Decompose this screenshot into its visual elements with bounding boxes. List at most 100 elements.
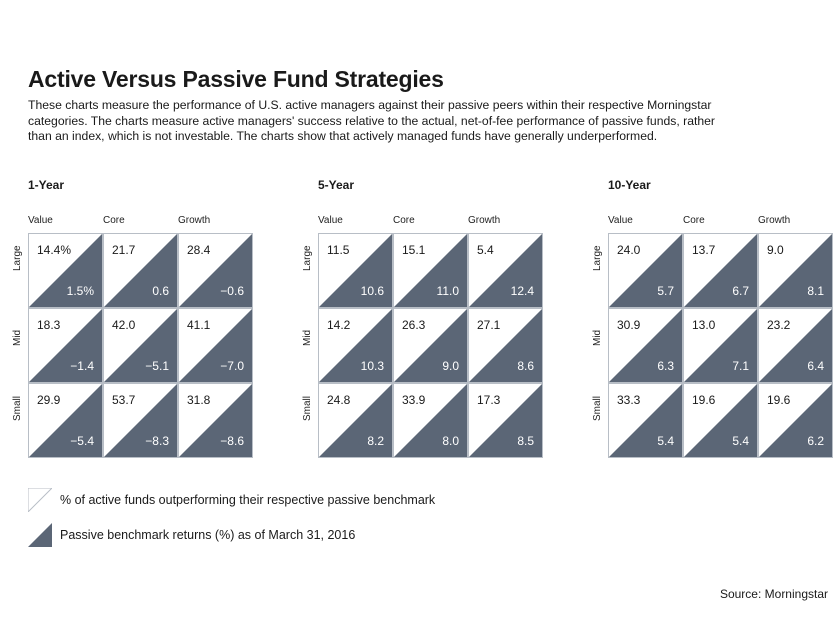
column-label: Core — [683, 215, 705, 226]
cell-border — [178, 383, 253, 458]
benchmark-return-label: 0.6 — [152, 284, 169, 298]
benchmark-triangle — [468, 308, 543, 383]
benchmark-return-label: −5.4 — [70, 434, 94, 448]
cell-triangles — [103, 308, 178, 383]
cell-border — [468, 233, 543, 308]
heatmap-cell: 26.3 9.0 — [393, 308, 468, 383]
benchmark-return-label: −1.4 — [70, 359, 94, 373]
cell-triangles — [178, 308, 253, 383]
cell-border — [103, 233, 178, 308]
row-label: Small — [12, 395, 23, 421]
pct-outperforming-label: 5.4 — [477, 243, 494, 257]
heatmap-cell: 24.0 5.7 — [608, 233, 683, 308]
benchmark-return-label: −7.0 — [220, 359, 244, 373]
panel-title: 1-Year — [28, 178, 65, 192]
benchmark-triangle — [468, 233, 543, 308]
row-label: Large — [302, 245, 313, 271]
row-label: Large — [592, 245, 603, 271]
pct-outperforming-label: 33.3 — [617, 393, 641, 407]
pct-outperforming-label: 13.0 — [692, 318, 716, 332]
benchmark-triangle — [758, 233, 833, 308]
cell-triangles — [468, 308, 543, 383]
heatmap-cell: 33.9 8.0 — [393, 383, 468, 458]
benchmark-triangle — [318, 308, 393, 383]
heatmap-grid: 24.0 5.7 13.7 6.7 9.0 8.1 30.9 6.3 13.0 7.1 23.2 6.… — [608, 233, 833, 458]
cell-triangles — [468, 383, 543, 458]
benchmark-triangle — [178, 308, 253, 383]
chart-title: Active Versus Passive Fund Strategies — [28, 66, 444, 92]
cell-border — [393, 383, 468, 458]
heatmap-cell: 18.3 −1.4 — [28, 308, 103, 383]
benchmark-return-label: 6.7 — [732, 284, 749, 298]
pct-outperforming-label: 24.0 — [617, 243, 641, 257]
benchmark-triangle — [28, 383, 103, 458]
benchmark-return-label: 5.4 — [657, 434, 674, 448]
heatmap-cell: 13.7 6.7 — [683, 233, 758, 308]
cell-triangles — [28, 233, 103, 308]
cell-triangles — [393, 383, 468, 458]
benchmark-return-label: 1.5% — [66, 284, 94, 298]
cell-triangles — [318, 233, 393, 308]
heatmap-cell: 9.0 8.1 — [758, 233, 833, 308]
column-label: Value — [318, 215, 343, 226]
column-label: Value — [28, 215, 53, 226]
heatmap-cell: 31.8 −8.6 — [178, 383, 253, 458]
cell-triangles — [28, 308, 103, 383]
pct-outperforming-label: 19.6 — [692, 393, 716, 407]
benchmark-triangle — [28, 308, 103, 383]
benchmark-triangle — [608, 308, 683, 383]
cell-border — [683, 383, 758, 458]
benchmark-return-label: 10.6 — [360, 284, 384, 298]
cell-border — [758, 233, 833, 308]
row-label: Mid — [302, 329, 313, 346]
cell-triangles — [683, 383, 758, 458]
cell-triangles — [178, 383, 253, 458]
cell-triangles — [683, 233, 758, 308]
cell-triangles — [608, 383, 683, 458]
cell-border — [178, 233, 253, 308]
heatmap-cell: 17.3 8.5 — [468, 383, 543, 458]
benchmark-triangle — [468, 383, 543, 458]
benchmark-return-label: 8.5 — [517, 434, 534, 448]
column-label: Growth — [468, 215, 501, 226]
pct-outperforming-label: 53.7 — [112, 393, 136, 407]
benchmark-triangle — [608, 383, 683, 458]
cell-border — [608, 233, 683, 308]
benchmark-return-label: 7.1 — [732, 359, 749, 373]
pct-outperforming-label: 30.9 — [617, 318, 641, 332]
benchmark-triangle — [393, 383, 468, 458]
benchmark-triangle — [178, 383, 253, 458]
benchmark-triangle — [683, 308, 758, 383]
row-label: Small — [592, 395, 603, 421]
cell-border — [103, 383, 178, 458]
heatmap-cell: 41.1 −7.0 — [178, 308, 253, 383]
benchmark-return-label: −8.6 — [220, 434, 244, 448]
cell-border — [318, 308, 393, 383]
benchmark-triangle — [28, 233, 103, 308]
pct-outperforming-label: 15.1 — [402, 243, 426, 257]
benchmark-return-label: 11.0 — [436, 284, 459, 298]
column-label: Value — [608, 215, 633, 226]
cell-border — [393, 233, 468, 308]
benchmark-return-label: 6.2 — [807, 434, 824, 448]
benchmark-triangle — [318, 233, 393, 308]
panel-1: 1-Year Value Core Growth Large Mid Small 14.4% 1… — [12, 178, 298, 468]
benchmark-return-label: 8.6 — [517, 359, 534, 373]
cell-border — [758, 308, 833, 383]
pct-outperforming-label: 29.9 — [37, 393, 61, 407]
pct-outperforming-label: 11.5 — [327, 243, 350, 257]
pct-outperforming-label: 26.3 — [402, 318, 426, 332]
benchmark-triangle — [103, 233, 178, 308]
column-label: Core — [393, 215, 415, 226]
cell-triangles — [608, 233, 683, 308]
heatmap-cell: 5.4 12.4 — [468, 233, 543, 308]
heatmap-cell: 13.0 7.1 — [683, 308, 758, 383]
cell-border — [393, 308, 468, 383]
legend-swatch-light — [28, 488, 52, 512]
cell-triangles — [468, 233, 543, 308]
benchmark-return-label: 5.7 — [657, 284, 674, 298]
legend-label-benchmark: Passive benchmark returns (%) as of Marc… — [60, 528, 356, 542]
benchmark-return-label: 8.2 — [367, 434, 384, 448]
chart-subtitle: These charts measure the performance of … — [28, 98, 715, 143]
cell-border — [178, 308, 253, 383]
